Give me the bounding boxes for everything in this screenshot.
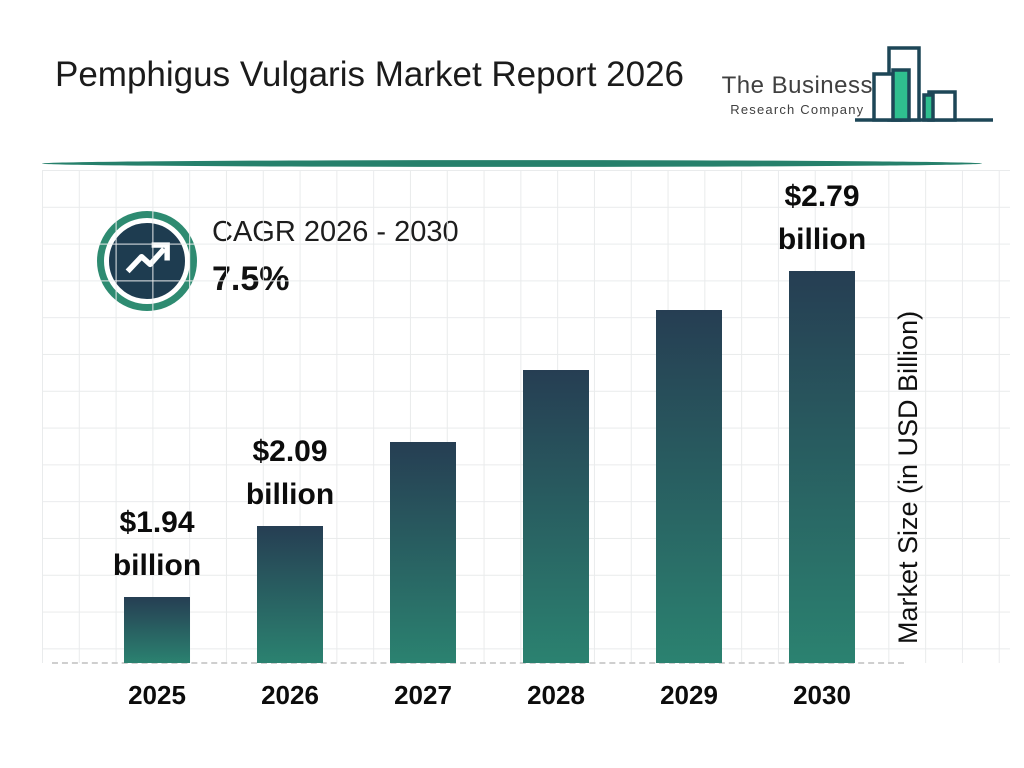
bar-chart-skyline-icon: [853, 38, 995, 135]
bar-value-unit: billion: [245, 478, 335, 511]
bar-2028: [523, 370, 589, 663]
x-tick-2026: 2026: [261, 680, 319, 710]
x-axis-labels: 2025 2026 2027 2028 2029 2030: [42, 680, 1010, 714]
x-tick-2029: 2029: [660, 680, 718, 710]
y-axis-label: Market Size (in USD Billion): [893, 310, 923, 644]
bar-value-label: $2.79 billion: [778, 175, 866, 261]
bar-2030: [789, 271, 855, 663]
x-tick-2028: 2028: [527, 680, 585, 710]
x-axis-dashed-baseline: [52, 662, 904, 664]
bar-2026: [257, 526, 323, 663]
bar-chart-plot-area: $1.94 billion $2.09 billion: [42, 170, 1010, 664]
bar-column-2026: $2.09 billion: [190, 170, 390, 663]
x-tick-2025: 2025: [128, 680, 186, 710]
bar-column-2027: [323, 170, 523, 663]
bar-value-unit: billion: [112, 549, 202, 582]
logo-subtitle: Research Company: [730, 102, 865, 117]
bar-value-amount: $1.94: [119, 506, 195, 539]
bar-2025: [124, 597, 190, 663]
bar-2029: [656, 310, 722, 663]
bar-column-2028: [456, 170, 656, 663]
logo-text: The Business Research Company: [722, 72, 873, 117]
bar-value-label: $2.09 billion: [246, 430, 334, 516]
bar-value-unit: billion: [777, 223, 867, 256]
company-logo: The Business Research Company: [715, 38, 995, 130]
bar-column-2029: [589, 170, 789, 663]
divider-line: [40, 155, 985, 167]
x-tick-2030: 2030: [793, 680, 851, 710]
bar-value-amount: $2.79: [784, 180, 860, 213]
bar-2027: [390, 442, 456, 663]
page-title: Pemphigus Vulgaris Market Report 2026: [55, 55, 685, 94]
bar-column-2025: $1.94 billion: [57, 170, 257, 663]
bar-value-label: $1.94 billion: [113, 501, 201, 587]
bar-value-amount: $2.09: [252, 435, 328, 468]
x-tick-2027: 2027: [394, 680, 452, 710]
bar-column-2030: $2.79 billion: [722, 170, 922, 663]
logo-name: The Business: [721, 72, 873, 99]
